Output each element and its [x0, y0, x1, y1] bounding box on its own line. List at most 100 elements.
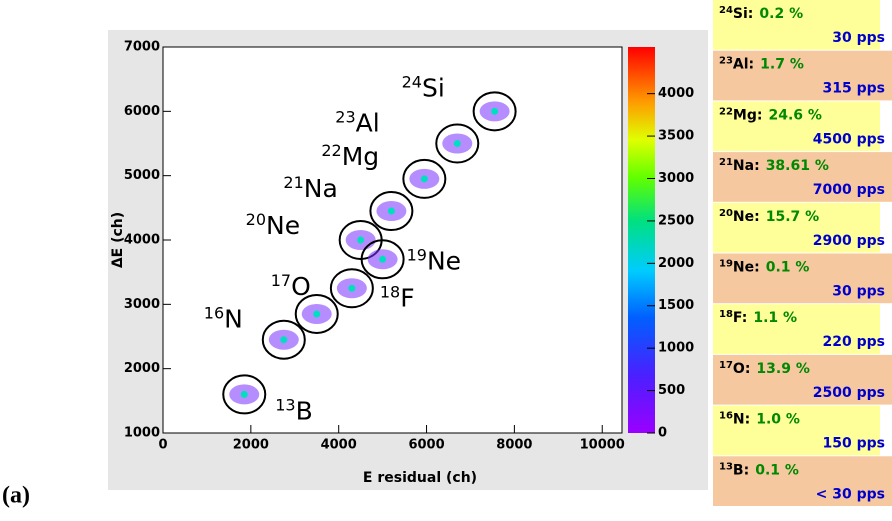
- ion-mass: 18: [380, 282, 400, 301]
- row-mass: 13: [719, 461, 733, 472]
- row-mass: 23: [719, 56, 733, 67]
- cluster-marker: [402, 158, 447, 199]
- cluster-marker: [360, 239, 405, 280]
- row-percent: 24.6 %: [768, 107, 821, 123]
- colorbar: [628, 47, 655, 433]
- row-header: 20Ne: 15.7 %: [719, 208, 819, 225]
- ion-element: Na: [304, 174, 338, 203]
- table-row-background: [713, 354, 892, 405]
- ion-mass: 23: [335, 107, 355, 126]
- ion-element: Si: [422, 73, 445, 102]
- ion-element: Ne: [427, 246, 461, 275]
- row-header: 13B: 0.1 %: [719, 461, 799, 478]
- ion-label: 18F: [380, 282, 415, 313]
- row-mass: 24: [719, 5, 733, 16]
- row-name: Ne:: [733, 209, 760, 225]
- ion-element: O: [291, 272, 311, 301]
- cluster-core: [379, 255, 387, 263]
- colorbar-tick-label: 3000: [658, 171, 694, 186]
- row-name: Ne:: [733, 260, 760, 276]
- x-tick-label: 10000: [580, 438, 625, 453]
- colorbar-tick-label: 1000: [658, 341, 694, 356]
- y-tick-label: 7000: [124, 40, 160, 55]
- cluster-core: [313, 310, 321, 318]
- ion-label: 20Ne: [246, 210, 300, 241]
- table-row-background: [713, 50, 892, 101]
- row-mass: 22: [719, 106, 733, 117]
- row-percent: 38.61 %: [766, 158, 829, 174]
- ion-label: 24Si: [402, 72, 445, 103]
- table-row-background: [713, 405, 880, 456]
- ion-element: B: [296, 396, 313, 425]
- panel-label: (a): [2, 483, 30, 509]
- ion-label: 13B: [275, 395, 313, 426]
- cluster-marker: [435, 123, 480, 164]
- colorbar-tick-label: 2500: [658, 213, 694, 228]
- x-tick-label: 0: [158, 438, 167, 453]
- colorbar-tick-label: 3500: [658, 129, 694, 144]
- row-header: 19Ne: 0.1 %: [719, 259, 809, 276]
- y-tick-label: 5000: [124, 168, 160, 183]
- cluster-marker: [294, 293, 339, 334]
- cluster-core: [240, 390, 248, 398]
- row-name: Mg:: [733, 107, 763, 123]
- cluster-core: [387, 207, 395, 215]
- y-axis-label: ΔE (ch): [110, 212, 126, 268]
- row-rate: 4500 pps: [813, 131, 885, 147]
- row-header: 16N: 1.0 %: [719, 411, 800, 428]
- cluster-core: [453, 140, 461, 147]
- row-name: Na:: [733, 158, 760, 174]
- ion-label: 16N: [204, 303, 243, 334]
- row-percent: 1.1 %: [753, 310, 797, 326]
- y-tick-label: 1000: [124, 426, 160, 441]
- plot-frame: [162, 46, 623, 434]
- ion-mass: 24: [402, 72, 422, 91]
- x-tick-label: 6000: [408, 438, 444, 453]
- cluster-core: [491, 107, 499, 115]
- row-name: Si:: [733, 6, 753, 22]
- row-rate: 220 pps: [823, 334, 885, 350]
- ion-element: F: [400, 283, 414, 312]
- row-percent: 0.1 %: [766, 260, 810, 276]
- table-row-background: [713, 304, 880, 354]
- cluster-marker: [329, 268, 374, 309]
- ion-element: Al: [356, 109, 380, 138]
- colorbar-tick-label: 0: [658, 426, 667, 441]
- cluster-marker: [261, 319, 306, 360]
- row-header: 18F: 1.1 %: [719, 309, 797, 326]
- row-mass: 16: [719, 411, 733, 422]
- row-percent: 15.7 %: [766, 209, 819, 225]
- row-name: N:: [733, 412, 750, 428]
- cluster-marker: [369, 191, 414, 232]
- table-row-background: [713, 0, 880, 50]
- ion-element: Mg: [342, 142, 379, 171]
- row-rate: 150 pps: [823, 436, 885, 452]
- cluster-marker: [472, 91, 517, 132]
- row-mass: 17: [719, 360, 733, 371]
- row-header: 22Mg: 24.6 %: [719, 106, 822, 123]
- x-axis-label: E residual (ch): [363, 470, 477, 486]
- row-rate: 30 pps: [832, 284, 885, 300]
- ion-mass: 16: [204, 303, 224, 322]
- row-header: 17O: 13.9 %: [719, 360, 810, 377]
- x-tick-label: 8000: [496, 438, 532, 453]
- x-tick-label: 4000: [321, 438, 357, 453]
- ion-label: 23Al: [335, 107, 379, 138]
- y-tick-label: 2000: [124, 361, 160, 376]
- table-row-background: [713, 253, 892, 304]
- colorbar-tick-label: 500: [658, 383, 685, 398]
- ion-element: N: [224, 305, 243, 334]
- row-header: 23Al: 1.7 %: [719, 56, 804, 73]
- ion-element: Ne: [266, 211, 300, 240]
- cluster-marker: [222, 374, 267, 415]
- x-tick-label: 2000: [233, 438, 269, 453]
- row-percent: 1.0 %: [756, 412, 800, 428]
- row-rate: 315 pps: [823, 81, 885, 97]
- cluster-core: [420, 175, 428, 183]
- row-percent: 0.2 %: [759, 6, 803, 22]
- row-name: F:: [733, 310, 747, 326]
- row-header: 24Si: 0.2 %: [719, 5, 803, 22]
- ion-mass: 20: [246, 210, 266, 229]
- row-rate: 2900 pps: [813, 233, 885, 249]
